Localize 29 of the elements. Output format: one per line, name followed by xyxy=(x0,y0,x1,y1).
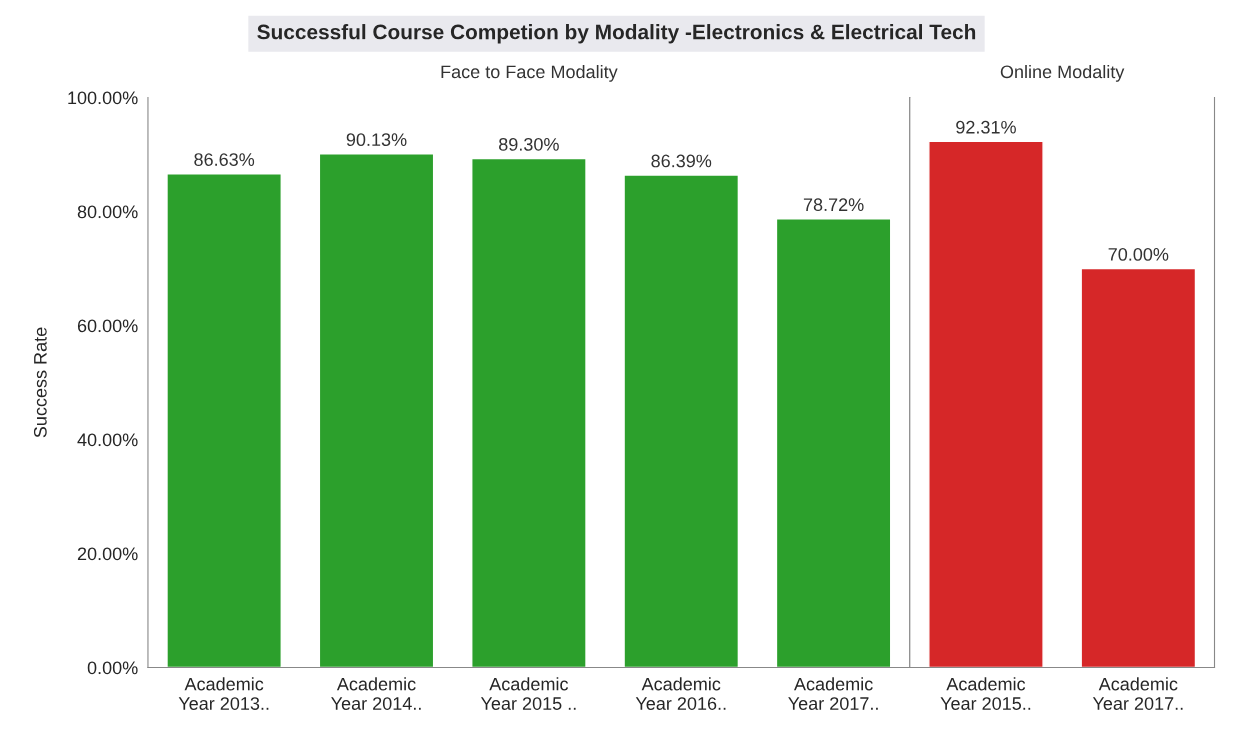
y-tick-label: 80.00% xyxy=(77,205,138,219)
y-tick-label: 100.00% xyxy=(68,91,138,105)
data-label: 70.00% xyxy=(1108,247,1169,261)
data-label: 89.30% xyxy=(499,137,559,151)
bar xyxy=(166,173,282,668)
data-label: 86.39% xyxy=(651,154,712,168)
chart-subtitle: Face to Face Modality xyxy=(441,64,618,82)
y-axis-title: Success Rate xyxy=(33,327,47,438)
data-label: 90.13% xyxy=(346,133,407,147)
x-tick-label: Academic Year 2015.. xyxy=(940,677,1031,710)
y-tick-label: 0.00% xyxy=(87,661,138,675)
x-tick-label: Academic Year 2014.. xyxy=(331,677,421,710)
x-tick-label: Academic Year 2016.. xyxy=(635,677,726,710)
y-tick-label: 20.00% xyxy=(77,547,138,561)
bar xyxy=(318,153,435,668)
bar xyxy=(471,157,587,668)
chart-subtitle: Online Modality xyxy=(1000,64,1125,82)
y-tick-label: 60.00% xyxy=(77,319,138,333)
x-tick-label: Academic Year 2013.. xyxy=(178,677,269,710)
data-label: 86.63% xyxy=(194,153,255,166)
y-tick-label: 40.00% xyxy=(77,433,138,447)
data-label: 92.31% xyxy=(956,120,1016,134)
chart-title: Successful Course Competion by Modality -Electronics & Electrical Tech xyxy=(257,24,976,44)
data-label: 78.72% xyxy=(803,198,864,212)
x-tick-label: Academic Year 2017.. xyxy=(788,677,878,710)
bar xyxy=(775,218,892,668)
x-tick-label: Academic Year 2015 .. xyxy=(480,677,576,710)
bar xyxy=(623,174,740,668)
x-tick-label: Academic Year 2017.. xyxy=(1092,677,1183,710)
